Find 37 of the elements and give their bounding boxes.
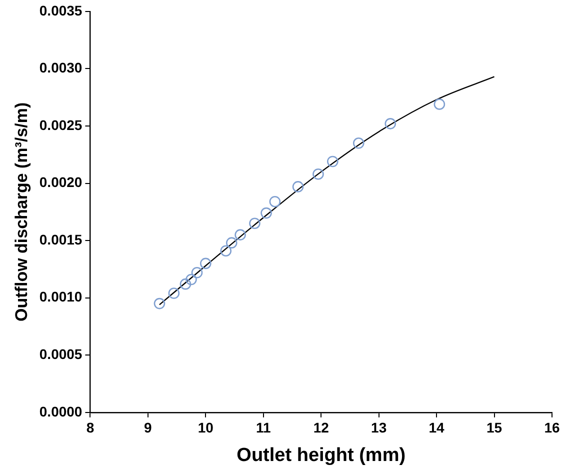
point (352, 138, 364, 149)
y-tick-label: 0.0025 (39, 116, 82, 133)
x-tick-label: 16 (544, 420, 560, 436)
y-tick-label: 0.0005 (39, 346, 82, 362)
point (384, 118, 396, 130)
y-tick-label: 0.0035 (39, 2, 82, 18)
x-tick-label: 9 (144, 420, 152, 436)
point (226, 237, 238, 248)
point (154, 298, 166, 310)
y-tick-label: 0.0010 (39, 288, 82, 305)
point (200, 258, 212, 270)
point (180, 278, 192, 290)
x-tick-label: 14 (428, 420, 445, 436)
point (434, 98, 446, 110)
x-tick-label: 8 (86, 420, 94, 436)
point (327, 156, 338, 168)
y-axis-title: Outflow discharge (m³/s/m) (12, 102, 31, 322)
x-tick-label: 12 (313, 420, 330, 436)
point (191, 266, 203, 278)
point (249, 218, 260, 230)
x-tick-label: 13 (371, 420, 387, 436)
x-tick-label: 15 (486, 420, 502, 436)
point (260, 207, 272, 219)
x-tick-label: 10 (198, 420, 214, 436)
point (312, 168, 324, 180)
point (168, 288, 180, 299)
point (186, 274, 197, 286)
point (292, 181, 304, 192)
x-axis-title: Outlet height (mm) (236, 444, 406, 466)
y-tick-label: 0.0030 (39, 60, 82, 76)
y-tick-label: 0.0020 (39, 174, 82, 190)
point (269, 196, 281, 208)
y-tick-label: 0.0000 (39, 403, 82, 420)
point (234, 229, 246, 240)
y-tick-label: 0.0015 (39, 231, 82, 248)
point (220, 245, 232, 257)
x-tick-label: 11 (256, 420, 271, 436)
